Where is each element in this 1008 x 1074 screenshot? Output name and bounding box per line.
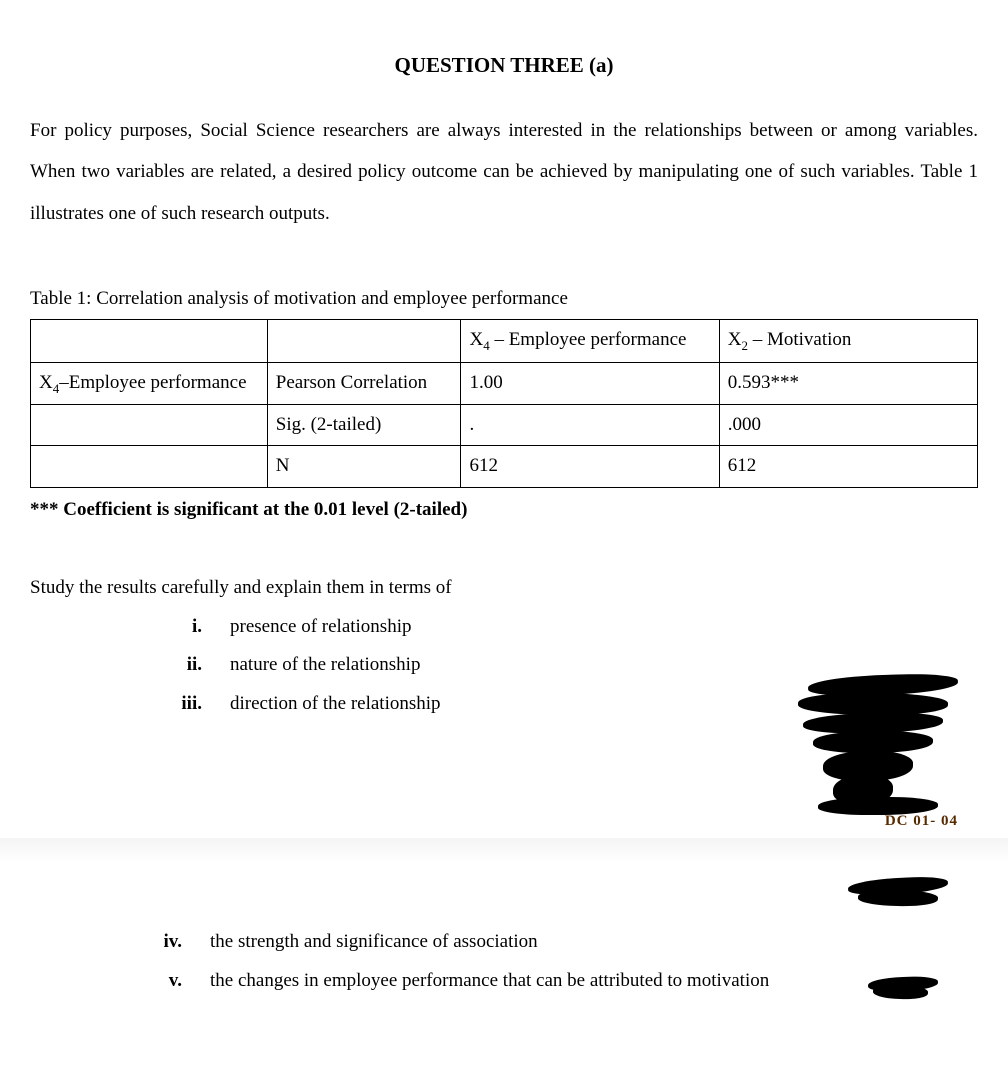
redaction-mark [868, 977, 938, 999]
item-number: v. [100, 967, 210, 996]
val-dot: . [461, 404, 719, 446]
row-empty [31, 404, 268, 446]
list-item: iv. the strength and significance of ass… [30, 928, 978, 957]
correlation-table: X4 – Employee performance X2 – Motivatio… [30, 319, 978, 488]
question-title: QUESTION THREE (a) [30, 50, 978, 82]
table-header-row: X4 – Employee performance X2 – Motivatio… [31, 320, 978, 362]
table-caption: Table 1: Correlation analysis of motivat… [30, 285, 978, 314]
study-intro: Study the results carefully and explain … [30, 574, 978, 603]
intro-paragraph: For policy purposes, Social Science rese… [30, 110, 978, 235]
stat-n: N [267, 446, 461, 488]
redaction-mark [848, 878, 948, 908]
item-text: the changes in employee performance that… [210, 967, 978, 996]
row-label-x4: X4–Employee performance [31, 362, 268, 404]
item-number: iv. [100, 928, 210, 957]
header-empty-1 [31, 320, 268, 362]
header-empty-2 [267, 320, 461, 362]
header-x2: X2 – Motivation [719, 320, 977, 362]
val-612b: 612 [719, 446, 977, 488]
item-number: ii. [120, 651, 230, 680]
item-text: presence of relationship [230, 613, 978, 642]
page-break-gap [30, 728, 978, 928]
list-item: i. presence of relationship [30, 613, 978, 642]
item-text: the strength and significance of associa… [210, 928, 978, 957]
val-612a: 612 [461, 446, 719, 488]
val-0-593: 0.593*** [719, 362, 977, 404]
page-divider [0, 838, 1008, 862]
table-row: N 612 612 [31, 446, 978, 488]
table-footnote: *** Coefficient is significant at the 0.… [30, 496, 978, 525]
header-x4: X4 – Employee performance [461, 320, 719, 362]
item-number: iii. [120, 690, 230, 719]
stat-pearson: Pearson Correlation [267, 362, 461, 404]
item-number: i. [120, 613, 230, 642]
list-item: v. the changes in employee performance t… [30, 967, 978, 996]
row-empty [31, 446, 268, 488]
table-row: Sig. (2-tailed) . .000 [31, 404, 978, 446]
table-row: X4–Employee performance Pearson Correlat… [31, 362, 978, 404]
document-page: QUESTION THREE (a) For policy purposes, … [30, 50, 978, 995]
stat-sig: Sig. (2-tailed) [267, 404, 461, 446]
question-list-2: iv. the strength and significance of ass… [30, 928, 978, 995]
val-1-00: 1.00 [461, 362, 719, 404]
val-000: .000 [719, 404, 977, 446]
